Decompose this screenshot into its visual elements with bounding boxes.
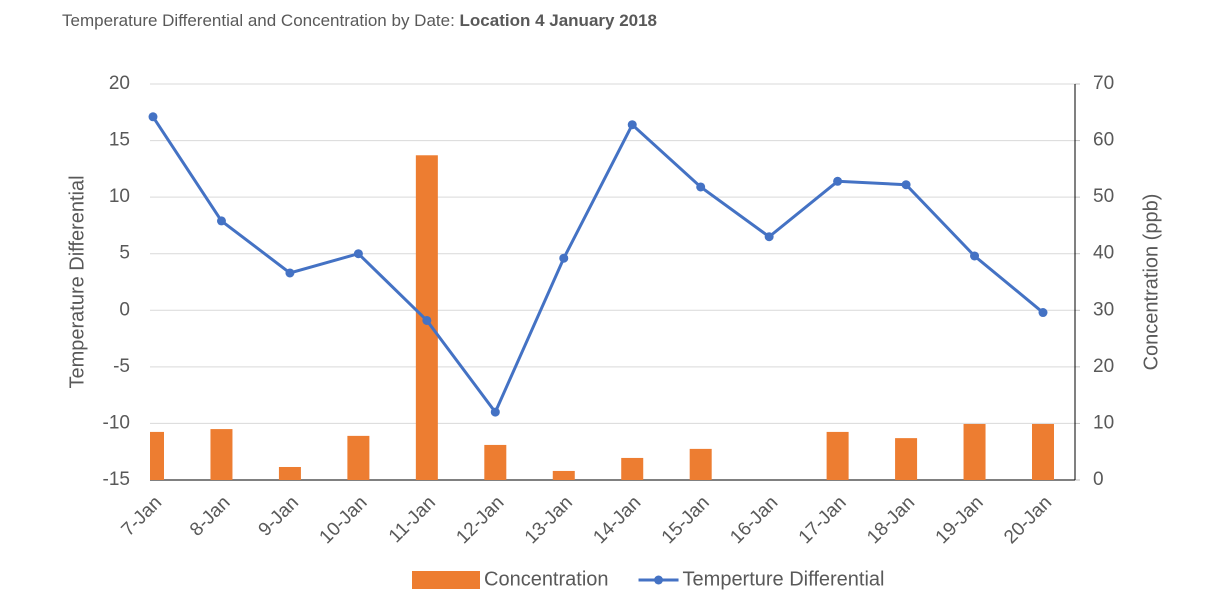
x-tick-label: 11-Jan (385, 492, 440, 547)
y2-tick-label: 60 (1093, 130, 1114, 151)
bar (552, 470, 575, 480)
bar (278, 466, 301, 480)
point (148, 112, 158, 122)
x-tick-label: 10-Jan (316, 492, 372, 548)
y-tick-label: -15 (103, 469, 130, 490)
y-tick-label: 10 (109, 186, 130, 207)
chart-title: Temperature Differential and Concentrati… (62, 11, 657, 30)
title-text: Temperature Differential and Concentrati… (62, 11, 455, 30)
y-axis-title: Temperature Differential (66, 175, 88, 388)
y-tick-label: 20 (109, 73, 130, 94)
point (764, 232, 774, 242)
point (559, 253, 569, 263)
bar (484, 444, 507, 480)
x-tick-label: 12-Jan (452, 492, 508, 548)
y2-tick-label: 70 (1093, 73, 1114, 94)
bar (621, 457, 644, 480)
x-tick-label: 7-Jan (118, 492, 166, 540)
legend-label: Concentration (484, 568, 609, 590)
x-tick-label: 14-Jan (589, 492, 645, 548)
x-tick-label: 15-Jan (658, 492, 714, 548)
y2-tick-label: 10 (1093, 412, 1114, 433)
line (151, 115, 1044, 416)
y-tick-label: 5 (119, 243, 130, 264)
y-tick-label: -10 (103, 412, 130, 433)
y2-tick-label: 20 (1093, 356, 1114, 377)
y2-tick-label: 40 (1093, 243, 1114, 264)
legend-label: Temperture Differential (683, 568, 885, 590)
bar (347, 435, 370, 480)
x-tick-label: 8-Jan (186, 492, 234, 540)
point (833, 176, 843, 186)
point (696, 182, 706, 192)
point (353, 249, 363, 259)
x-tick-label: 13-Jan (521, 492, 577, 548)
x-tick-label: 16-Jan (726, 492, 782, 548)
bar (963, 423, 986, 480)
bar (150, 431, 164, 480)
point (216, 216, 226, 226)
y2-tick-label: 30 (1093, 299, 1114, 320)
y2-tick-label: 50 (1093, 186, 1114, 207)
y-tick-label: -5 (113, 356, 130, 377)
point (970, 251, 980, 261)
bar (895, 438, 918, 480)
legend-swatch-point (654, 575, 664, 585)
y-tick-label: 15 (109, 130, 130, 151)
legend-swatch (412, 571, 480, 589)
bar (210, 429, 233, 480)
y2-tick-label: 0 (1093, 469, 1104, 490)
x-tick-label: 19-Jan (932, 492, 988, 548)
x-tick-label: 18-Jan (863, 492, 919, 548)
bar (689, 448, 712, 480)
y2-axis-title: Concentration (ppb) (1140, 194, 1162, 371)
point (627, 120, 637, 130)
x-tick-label: 9-Jan (255, 492, 303, 540)
bar (826, 431, 849, 480)
title-emphasis: Location 4 January 2018 (460, 11, 657, 30)
plot-area (150, 155, 1054, 480)
x-tick-label: 20-Jan (1000, 492, 1056, 548)
point (490, 407, 500, 417)
point (1038, 308, 1048, 318)
x-tick-label: 17-Jan (795, 492, 851, 548)
point (422, 315, 432, 325)
y-tick-label: 0 (119, 299, 130, 320)
point (285, 268, 295, 278)
bar (1032, 423, 1054, 480)
point (901, 180, 911, 190)
